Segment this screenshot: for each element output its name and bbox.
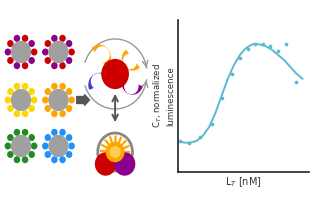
Circle shape: [52, 63, 57, 68]
Circle shape: [8, 89, 13, 94]
Circle shape: [22, 63, 28, 68]
Point: [245, 48, 250, 51]
Point: [178, 139, 183, 143]
Circle shape: [29, 58, 34, 63]
Circle shape: [32, 143, 37, 149]
Point: [284, 43, 289, 46]
Circle shape: [14, 157, 20, 162]
Circle shape: [8, 135, 13, 140]
Wedge shape: [89, 73, 110, 89]
Circle shape: [12, 42, 31, 62]
Circle shape: [66, 41, 72, 46]
Circle shape: [45, 89, 50, 94]
Circle shape: [66, 135, 72, 140]
Circle shape: [22, 111, 28, 116]
Circle shape: [22, 130, 28, 135]
Circle shape: [45, 135, 50, 140]
Circle shape: [52, 111, 57, 116]
Circle shape: [52, 36, 57, 41]
Circle shape: [52, 157, 57, 162]
Wedge shape: [123, 51, 139, 70]
Circle shape: [52, 130, 57, 135]
Circle shape: [5, 97, 10, 103]
Circle shape: [22, 84, 28, 89]
Circle shape: [8, 152, 13, 157]
Circle shape: [69, 49, 74, 55]
Circle shape: [32, 97, 37, 103]
Circle shape: [12, 136, 31, 156]
X-axis label: L$_T$ [nM]: L$_T$ [nM]: [225, 175, 262, 189]
Circle shape: [43, 97, 48, 103]
Circle shape: [66, 106, 72, 111]
Wedge shape: [123, 79, 142, 94]
Circle shape: [69, 143, 74, 149]
Circle shape: [102, 60, 128, 88]
Circle shape: [66, 58, 72, 63]
Circle shape: [60, 130, 65, 135]
FancyArrow shape: [77, 95, 89, 106]
Circle shape: [14, 130, 20, 135]
Circle shape: [14, 111, 20, 116]
Circle shape: [22, 36, 28, 41]
Circle shape: [14, 84, 20, 89]
Point: [229, 72, 234, 75]
Circle shape: [29, 106, 34, 111]
Point: [267, 44, 272, 48]
Circle shape: [45, 106, 50, 111]
Circle shape: [32, 49, 37, 55]
Circle shape: [60, 111, 65, 116]
Circle shape: [29, 89, 34, 94]
Circle shape: [29, 135, 34, 140]
Circle shape: [49, 90, 68, 110]
Circle shape: [106, 142, 124, 162]
Circle shape: [115, 153, 135, 175]
Circle shape: [43, 49, 48, 55]
Point: [253, 43, 258, 46]
Point: [187, 141, 192, 144]
Circle shape: [8, 41, 13, 46]
Circle shape: [45, 58, 50, 63]
Circle shape: [14, 63, 20, 68]
Point: [294, 81, 299, 84]
Circle shape: [123, 54, 136, 68]
Circle shape: [49, 136, 68, 156]
Circle shape: [49, 42, 68, 62]
Circle shape: [60, 63, 65, 68]
Point: [219, 96, 224, 99]
Point: [238, 56, 243, 60]
Circle shape: [52, 84, 57, 89]
Circle shape: [66, 89, 72, 94]
Circle shape: [45, 152, 50, 157]
Y-axis label: C$_T$, normalized
luminescence: C$_T$, normalized luminescence: [152, 64, 175, 128]
Circle shape: [125, 79, 138, 94]
Circle shape: [43, 143, 48, 149]
Circle shape: [29, 41, 34, 46]
Point: [198, 136, 203, 139]
Circle shape: [60, 36, 65, 41]
Wedge shape: [93, 45, 110, 66]
Circle shape: [22, 157, 28, 162]
Circle shape: [95, 47, 109, 62]
Point: [275, 49, 280, 53]
Circle shape: [8, 106, 13, 111]
Circle shape: [91, 74, 105, 89]
Circle shape: [110, 147, 120, 157]
Circle shape: [66, 152, 72, 157]
Circle shape: [12, 90, 31, 110]
Circle shape: [5, 49, 10, 55]
Circle shape: [95, 153, 116, 175]
Point: [260, 43, 265, 46]
Point: [209, 122, 214, 125]
Circle shape: [60, 84, 65, 89]
Circle shape: [5, 143, 10, 149]
Circle shape: [60, 157, 65, 162]
Circle shape: [69, 97, 74, 103]
Circle shape: [8, 58, 13, 63]
Circle shape: [14, 36, 20, 41]
Circle shape: [29, 152, 34, 157]
Circle shape: [45, 41, 50, 46]
